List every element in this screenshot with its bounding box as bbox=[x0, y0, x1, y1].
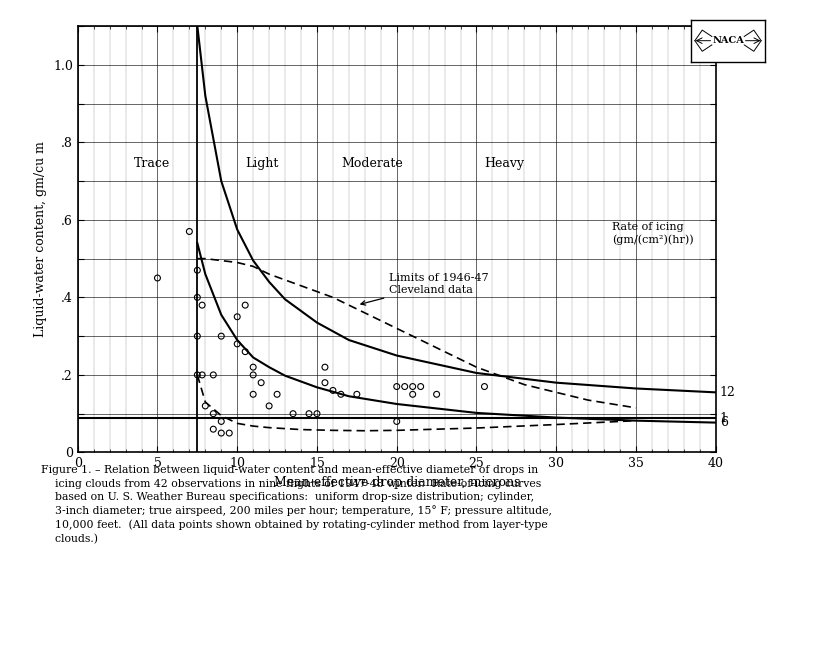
Point bbox=[247, 389, 260, 400]
Point bbox=[207, 424, 220, 434]
Point bbox=[271, 389, 284, 400]
Point bbox=[214, 428, 227, 438]
Text: Light: Light bbox=[245, 157, 279, 170]
Point bbox=[191, 265, 204, 275]
Point bbox=[247, 370, 260, 380]
Point bbox=[247, 362, 260, 372]
Point bbox=[231, 312, 244, 322]
Point bbox=[407, 389, 420, 400]
Point bbox=[335, 389, 348, 400]
Point bbox=[311, 408, 324, 419]
Point bbox=[239, 300, 252, 311]
Point bbox=[191, 331, 204, 341]
X-axis label: Mean-effective drop diameter, microns: Mean-effective drop diameter, microns bbox=[273, 476, 520, 489]
Point bbox=[196, 370, 209, 380]
Text: Heavy: Heavy bbox=[484, 157, 524, 170]
Point bbox=[207, 370, 220, 380]
Point bbox=[151, 273, 164, 283]
Text: 12: 12 bbox=[720, 386, 735, 399]
Point bbox=[430, 389, 443, 400]
Text: NACA: NACA bbox=[712, 36, 744, 45]
Text: Rate of icing
(gm/(cm²)(hr)): Rate of icing (gm/(cm²)(hr)) bbox=[612, 222, 694, 245]
Text: 6: 6 bbox=[720, 416, 728, 429]
Point bbox=[303, 408, 316, 419]
Text: Moderate: Moderate bbox=[341, 157, 402, 170]
Point bbox=[214, 331, 227, 341]
Point bbox=[407, 381, 420, 392]
Point bbox=[207, 408, 220, 419]
Point bbox=[239, 346, 252, 357]
Point bbox=[214, 416, 227, 426]
Point bbox=[254, 378, 267, 388]
Point bbox=[414, 381, 427, 392]
Point bbox=[222, 428, 236, 438]
Text: 1: 1 bbox=[720, 412, 728, 425]
Text: Limits of 1946-47
Cleveland data: Limits of 1946-47 Cleveland data bbox=[361, 273, 488, 305]
Point bbox=[326, 385, 339, 396]
Point bbox=[196, 300, 209, 311]
Point bbox=[199, 401, 212, 411]
Point bbox=[390, 416, 403, 426]
Point bbox=[478, 381, 491, 392]
Point bbox=[350, 389, 363, 400]
Text: Figure 1. – Relation between liquid-water content and mean-effective diameter of: Figure 1. – Relation between liquid-wate… bbox=[41, 465, 552, 544]
Point bbox=[286, 408, 299, 419]
Y-axis label: Liquid-water content, gm/cu m: Liquid-water content, gm/cu m bbox=[34, 141, 47, 337]
Point bbox=[390, 381, 403, 392]
Point bbox=[183, 227, 196, 237]
Point bbox=[318, 378, 331, 388]
Point bbox=[318, 362, 331, 372]
Point bbox=[263, 401, 276, 411]
Point bbox=[191, 370, 204, 380]
Point bbox=[398, 381, 411, 392]
Point bbox=[191, 292, 204, 303]
Text: Trace: Trace bbox=[133, 157, 170, 170]
Point bbox=[231, 339, 244, 349]
